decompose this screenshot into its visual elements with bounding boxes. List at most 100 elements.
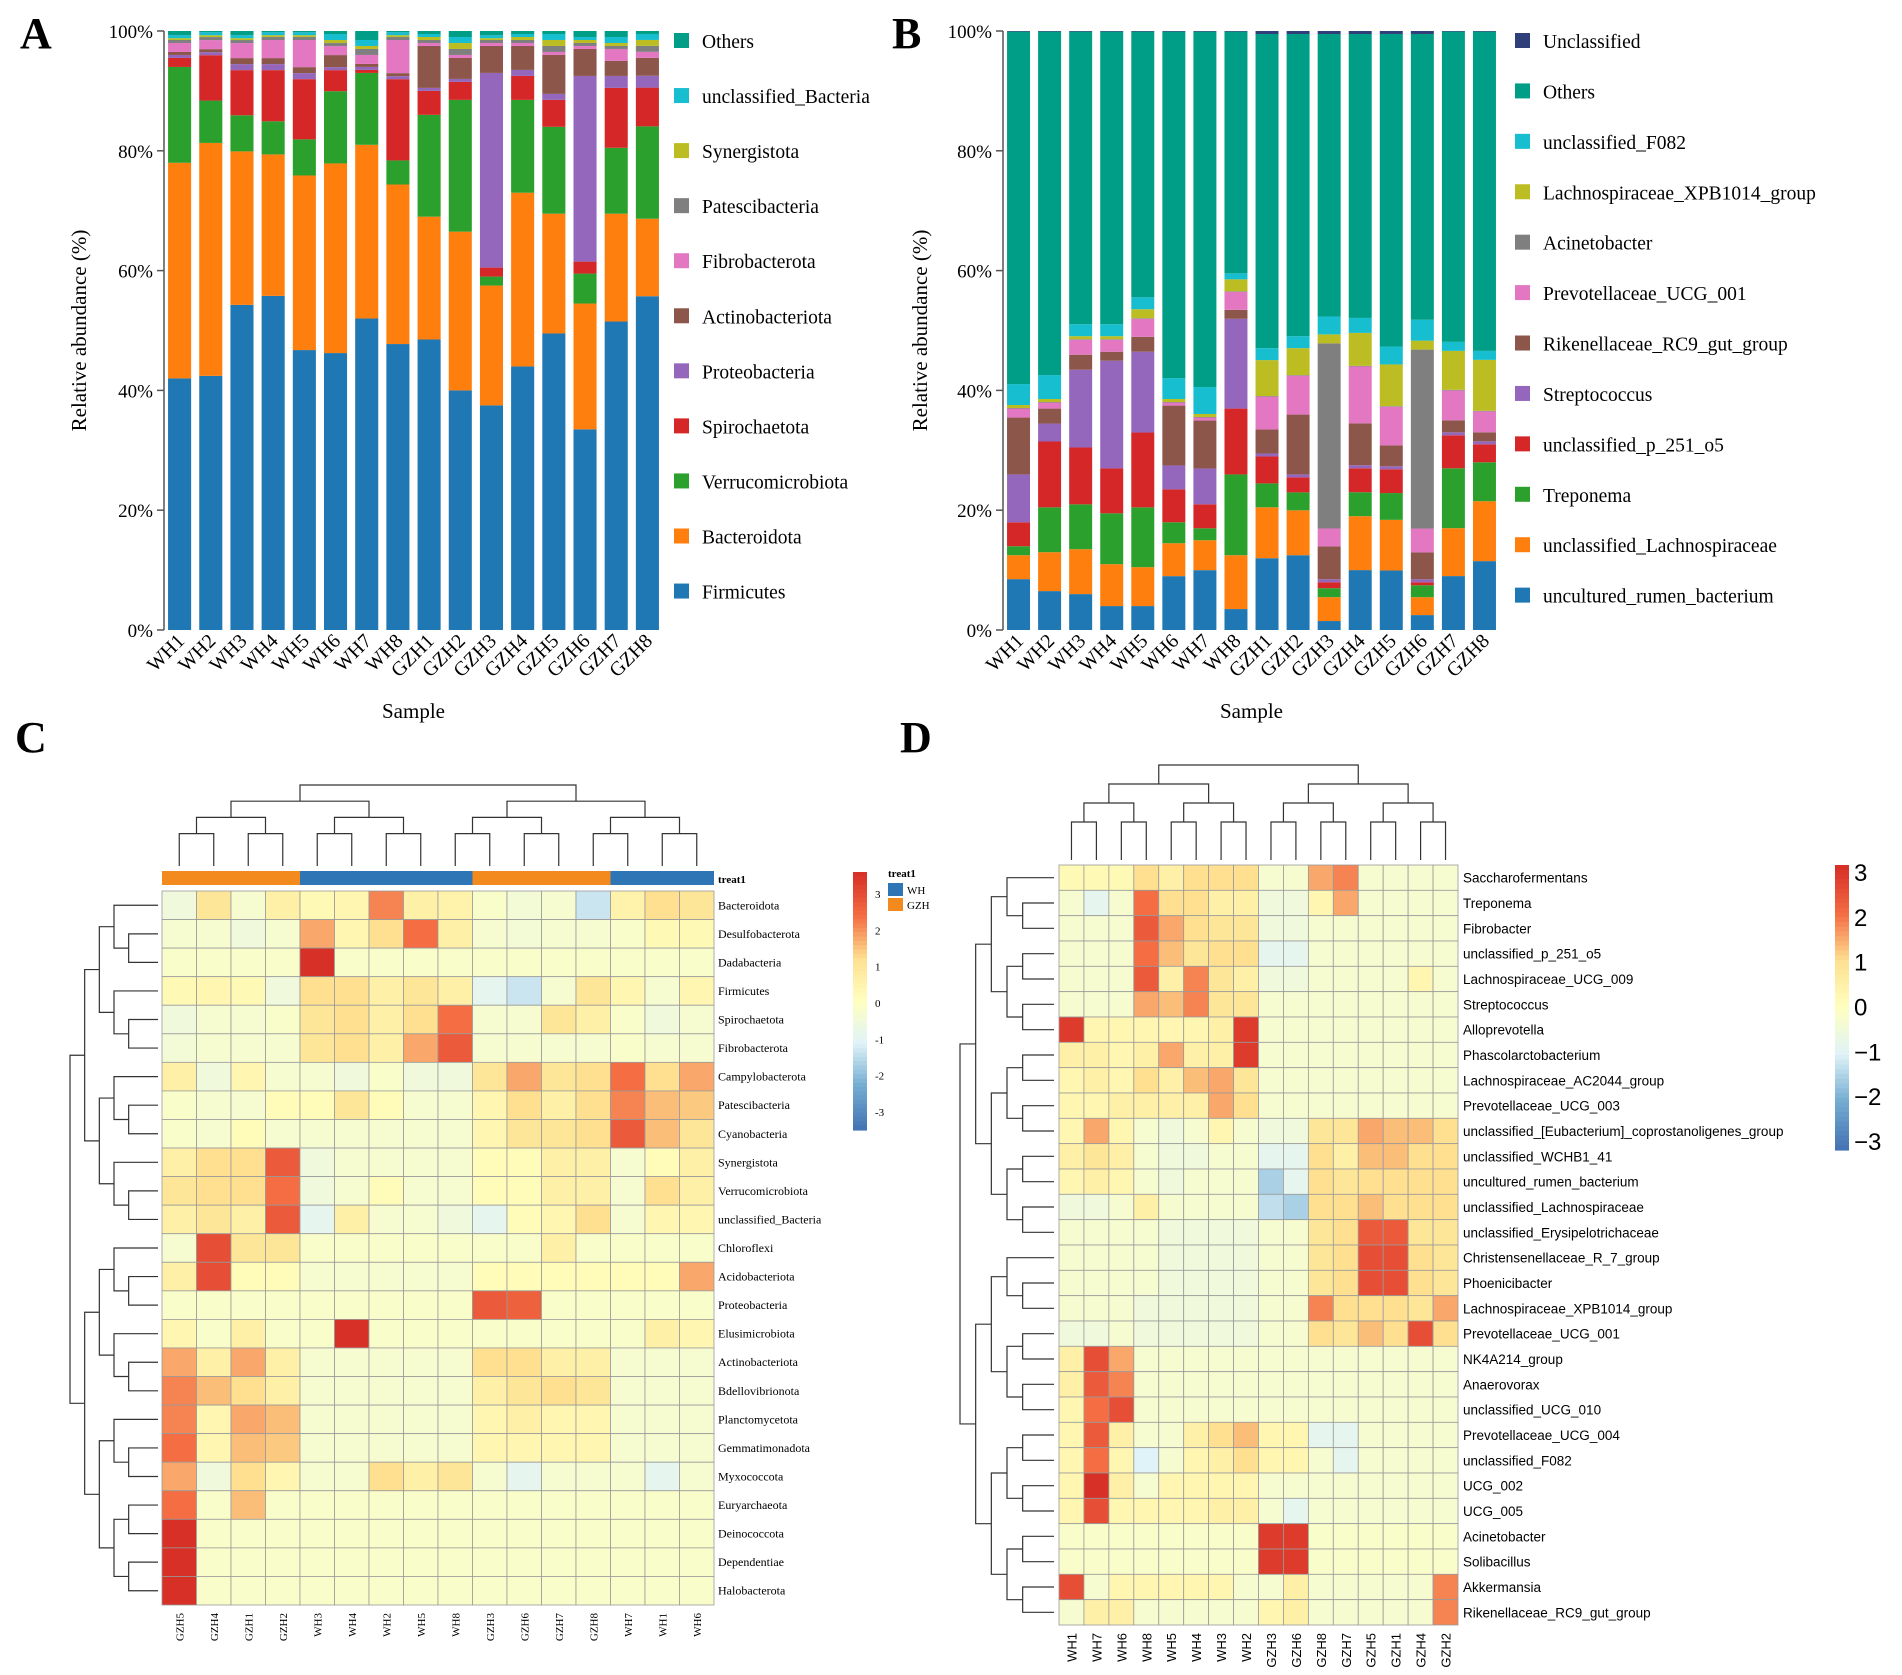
- bar-segment-rikenellaceae-rc9-gut-group: [1162, 405, 1186, 466]
- bar-segment-proteobacteria: [355, 66, 379, 70]
- heatmap-cell: [161, 1204, 197, 1235]
- bar-segment-lachnospiraceae-xpb1014-group: [1069, 336, 1093, 340]
- heatmap-cell: [1083, 1523, 1110, 1550]
- heatmap-cell: [1407, 915, 1434, 942]
- bar-segment-unclassified-bacteria: [168, 35, 192, 39]
- heatmap-cell: [403, 1518, 439, 1549]
- color-key-band: [853, 1035, 867, 1041]
- row-label: Saccharofermentans: [1463, 871, 1588, 886]
- bar-segment-spirochaetota: [417, 90, 441, 115]
- column-label: GZH5: [1364, 1633, 1379, 1668]
- dendrogram-branch: [316, 833, 353, 866]
- heatmap-cell: [196, 1176, 232, 1206]
- legend-label-unclassified-p-251-o5: unclassified_p_251_o5: [1543, 435, 1724, 456]
- heatmap-cell: [1133, 1219, 1160, 1246]
- heatmap-cell: [1233, 1168, 1259, 1195]
- heatmap-cell: [1432, 1041, 1459, 1069]
- bar-segment-proteobacteria: [604, 75, 628, 88]
- heatmap-cell: [161, 890, 197, 920]
- heatmap-cell: [1407, 991, 1434, 1018]
- heatmap-cell: [196, 1461, 232, 1492]
- heatmap-cell: [403, 1233, 439, 1263]
- heatmap-cell: [1108, 1219, 1135, 1246]
- heatmap-cell: [368, 1576, 404, 1606]
- dendrogram-branch: [661, 833, 698, 866]
- bar-segment-uncultured-rumen-bacterium: [1038, 591, 1062, 630]
- heatmap-cell: [1133, 1244, 1160, 1271]
- heatmap-cell: [368, 1004, 404, 1035]
- heatmap-cell: [1258, 889, 1284, 917]
- heatmap-cell: [1258, 1447, 1284, 1474]
- bar-segment-fibrobacterota: [542, 51, 566, 55]
- heatmap-cell: [161, 1147, 197, 1178]
- row-label: Fibrobacter: [1463, 921, 1532, 936]
- heatmap-cell: [1357, 1523, 1384, 1550]
- heatmap-cell: [230, 1547, 266, 1577]
- bar-segment-unclassified: [1255, 31, 1279, 34]
- column-label: GZH8: [588, 1613, 600, 1642]
- heatmap-cell: [1158, 1497, 1185, 1525]
- heatmap-cell: [1332, 1016, 1359, 1043]
- heatmap-cell: [610, 1290, 646, 1320]
- bar-segment-patescibacteria: [292, 37, 316, 41]
- heatmap-cell: [541, 1261, 577, 1292]
- dendrogram-branch: [990, 1092, 1007, 1195]
- bar-segment-unclassified: [1069, 31, 1093, 32]
- column-label: WH6: [1114, 1633, 1129, 1662]
- heatmap-cell: [1258, 991, 1284, 1018]
- heatmap-cell: [161, 1547, 197, 1577]
- heatmap-cell: [403, 1576, 439, 1606]
- color-key-band: [1835, 993, 1849, 999]
- bar-segment-unclassified-bacteria: [573, 36, 597, 40]
- bar-segment-unclassified: [1410, 31, 1434, 34]
- heatmap-cell: [265, 1433, 301, 1463]
- bar-segment-treponema: [1007, 546, 1031, 556]
- color-key-tick: -2: [875, 1071, 884, 1083]
- heatmap-cell: [1208, 1143, 1234, 1170]
- dendrogram-branch: [1006, 1168, 1023, 1221]
- legend-swatch-others: [1515, 83, 1530, 99]
- heatmap-cell: [1432, 1219, 1459, 1246]
- heatmap-cell: [610, 947, 646, 978]
- heatmap-cell: [230, 976, 266, 1006]
- color-key-band: [853, 1099, 867, 1105]
- panel-d-heatmap: SaccharofermentansTreponemaFibrobacterun…: [959, 764, 1881, 1668]
- bar-segment-prevotellaceae-ucg-001: [1410, 528, 1434, 553]
- heatmap-cell: [541, 1004, 577, 1035]
- heatmap-cell: [1083, 1269, 1110, 1297]
- bar-segment-verrucomicrobiota: [479, 276, 504, 286]
- bar-segment-others: [511, 31, 535, 34]
- heatmap-cell: [1407, 1447, 1434, 1474]
- heatmap-cell: [196, 1518, 232, 1549]
- heatmap-cell: [1332, 1219, 1359, 1246]
- heatmap-cell: [1382, 1193, 1409, 1221]
- heatmap-cell: [575, 1147, 611, 1178]
- dendrogram-branch: [975, 943, 992, 1145]
- color-key-band: [853, 949, 867, 955]
- dendrogram-branch: [128, 1104, 158, 1135]
- heatmap-cell: [265, 919, 301, 949]
- heatmap-cell: [1357, 1295, 1384, 1322]
- heatmap-cell: [506, 1433, 542, 1463]
- heatmap-cell: [1332, 1421, 1359, 1449]
- heatmap-cell: [1133, 1269, 1160, 1297]
- heatmap-cell: [437, 919, 473, 949]
- bar-segment-verrucomicrobiota: [355, 72, 379, 145]
- dendrogram-branch: [990, 1276, 1007, 1373]
- y-tick-label: 80%: [957, 142, 992, 163]
- row-label: Phascolarctobacterium: [1463, 1048, 1600, 1063]
- heatmap-cell: [368, 1290, 404, 1320]
- heatmap-cell: [230, 1376, 266, 1406]
- heatmap-cell: [1307, 940, 1334, 967]
- column-label: GZH6: [519, 1613, 531, 1642]
- heatmap-cell: [230, 1061, 266, 1092]
- bar-segment-unclassified-lachnospiraceae: [1255, 507, 1279, 559]
- heatmap-cell: [230, 1576, 266, 1606]
- dendrogram-branch: [128, 1018, 158, 1049]
- heatmap-cell: [575, 919, 611, 949]
- heatmap-cell: [1432, 1168, 1459, 1195]
- heatmap-cell: [472, 1490, 508, 1520]
- color-key-band: [1835, 1140, 1849, 1146]
- bar-segment-unclassified-lachnospiraceae: [1379, 519, 1403, 571]
- color-key-tick: −2: [1854, 1084, 1881, 1111]
